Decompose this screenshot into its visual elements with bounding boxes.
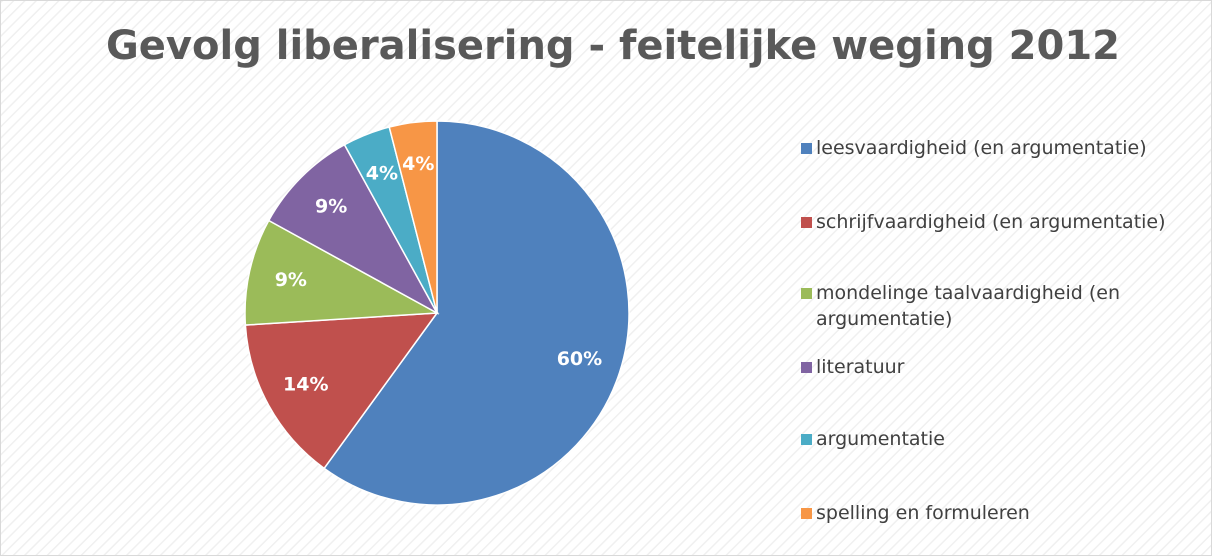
legend-item: literatuur [801, 354, 1201, 380]
legend-label: mondelinge taalvaardigheid (en argumenta… [816, 282, 1120, 330]
legend-item: mondelinge taalvaardigheid (en argumenta… [801, 280, 1201, 332]
pie-slice [244, 219, 440, 326]
legend-item: argumentatie [801, 426, 1201, 452]
legend-item: schrijfvaardigheid (en argumentatie) [801, 209, 1201, 235]
data-label: 4% [402, 153, 434, 175]
data-label: 9% [315, 196, 347, 218]
legend-swatch [801, 288, 812, 299]
legend-swatch [801, 434, 812, 445]
data-label: 9% [275, 269, 307, 291]
legend-swatch [801, 362, 812, 373]
legend-item: spelling en formuleren [801, 500, 1201, 526]
legend-label: leesvaardigheid (en argumentatie) [816, 137, 1147, 159]
chart-title: Gevolg liberalisering - feitelijke wegin… [106, 23, 1120, 69]
legend-swatch [801, 217, 812, 228]
data-label: 14% [283, 374, 328, 396]
pie-slice [244, 312, 439, 470]
legend-swatch [801, 508, 812, 519]
pie-slice [388, 120, 438, 314]
data-label: 60% [557, 348, 602, 370]
data-label: 4% [366, 162, 398, 184]
legend-label: spelling en formuleren [816, 502, 1030, 524]
legend-label: argumentatie [816, 428, 945, 450]
pie-slice [323, 120, 630, 506]
legend-item: leesvaardigheid (en argumentatie) [801, 135, 1201, 161]
legend-swatch [801, 143, 812, 154]
legend-label: schrijfvaardigheid (en argumentatie) [816, 211, 1166, 233]
legend-label: literatuur [816, 356, 905, 378]
pie-slice [267, 143, 439, 315]
